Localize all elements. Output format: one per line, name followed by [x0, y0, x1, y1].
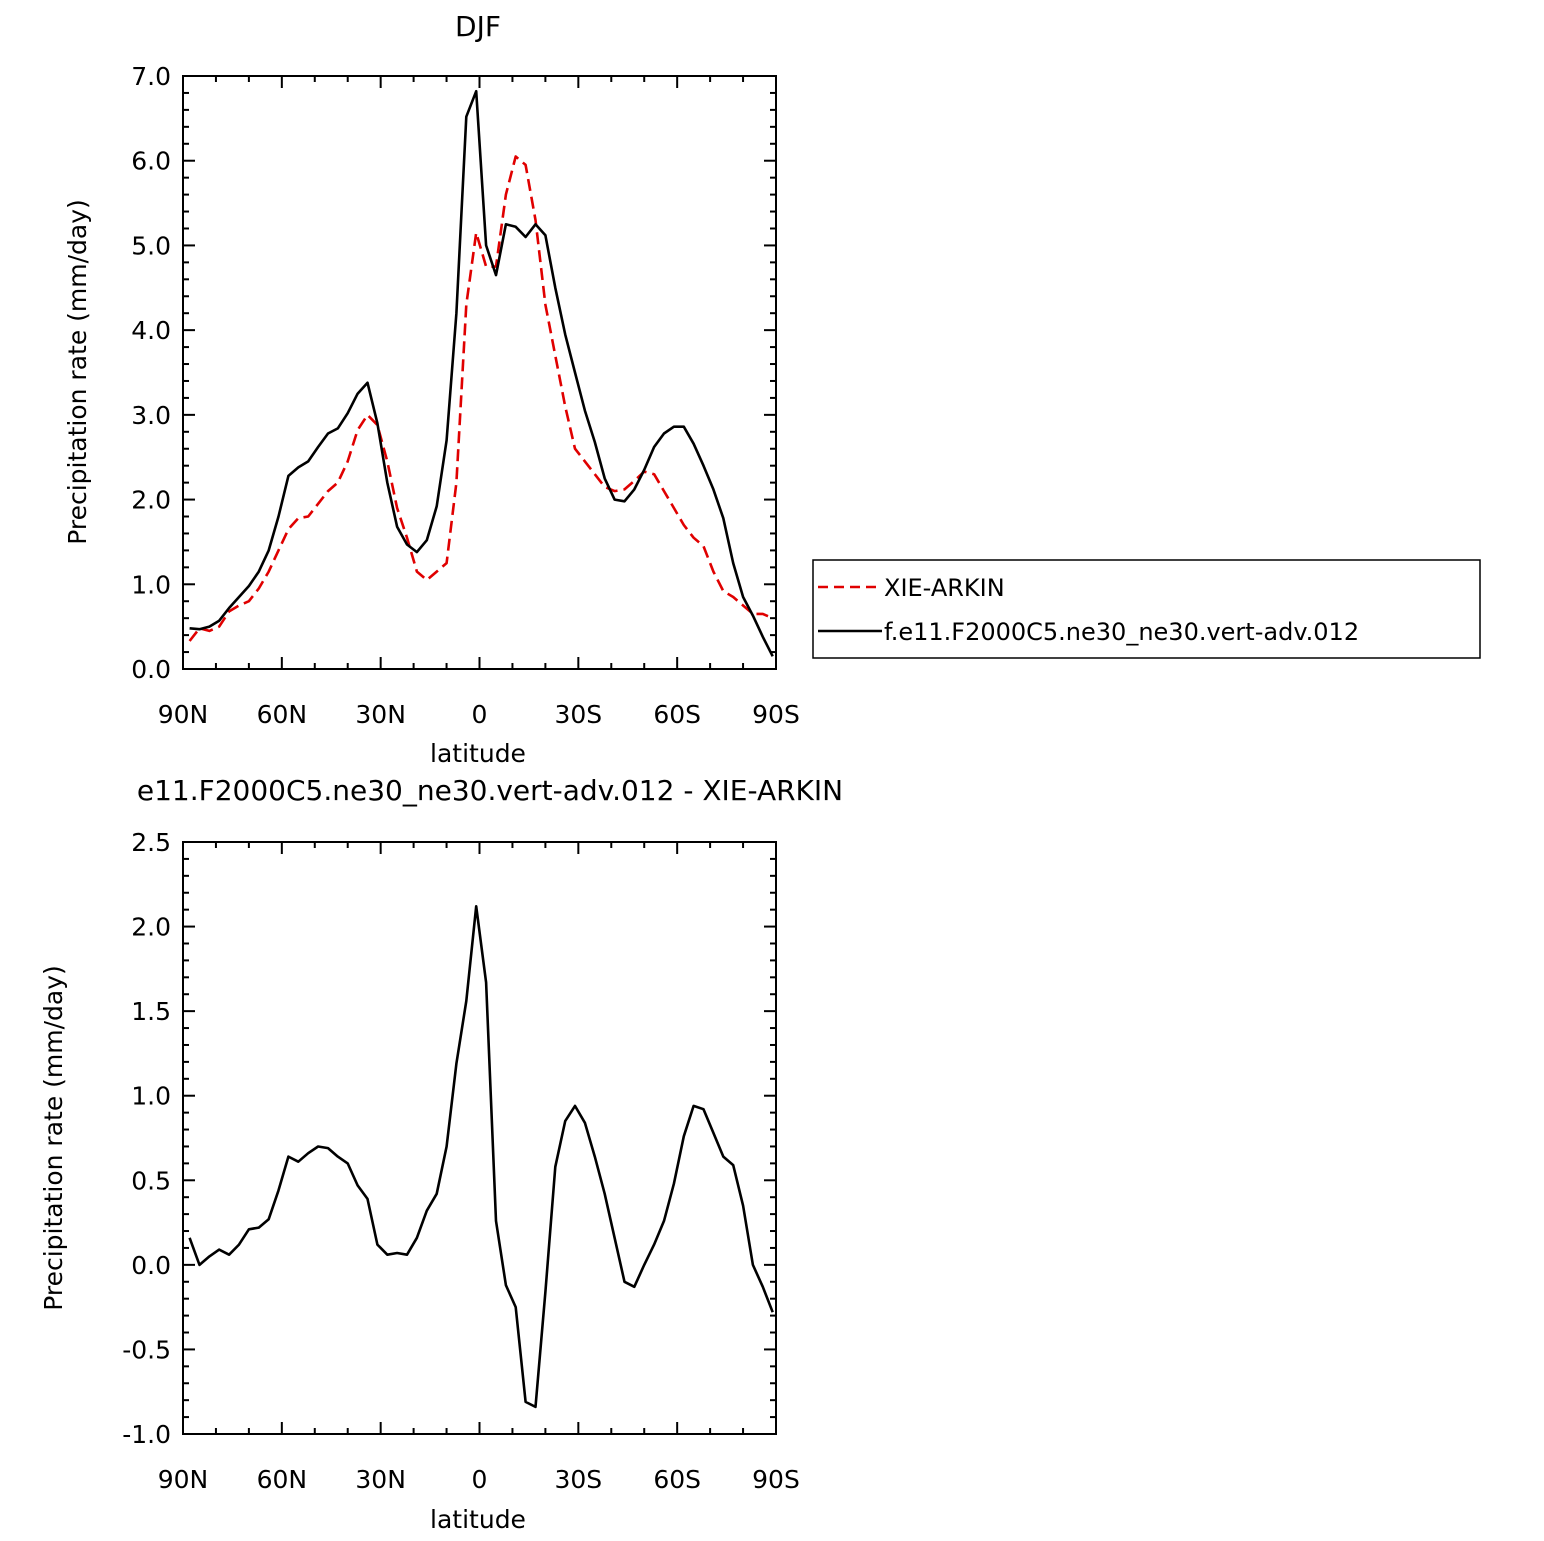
top-chart-y-tick-label: 5.0 [131, 231, 171, 260]
top-chart-series-line-xie-arkin [188, 155, 774, 642]
top-chart-y-tick-label: 3.0 [131, 401, 171, 430]
bottom-chart-x-tick-label: 0 [472, 1465, 488, 1494]
bottom-chart-y-tick-label: 0.0 [131, 1251, 171, 1280]
bottom-chart-y-tick-label: 2.5 [131, 828, 171, 857]
top-chart-y-tick-label: 7.0 [131, 62, 171, 91]
bottom-chart-x-tick-label: 60S [653, 1465, 701, 1494]
top-chart-series-line-f-e11-f2000c5-ne30-ne30-vert-adv-012 [189, 89, 774, 657]
top-chart-y-tick-label: 1.0 [131, 570, 171, 599]
top-chart-x-tick-label: 30N [355, 700, 406, 729]
top-chart-y-tick-label: 2.0 [131, 486, 171, 515]
top-chart-x-tick-label: 0 [472, 700, 488, 729]
bottom-chart-y-tick-label: 2.0 [131, 913, 171, 942]
bottom-chart-y-tick-label: -0.5 [122, 1335, 171, 1364]
top-chart-plot-area: 90N 60N 30N 0 30S 60S 90S 0.0 1.0 2.0 3.0 4.0 5.0 6.0… [131, 62, 800, 729]
bottom-chart-x-tick-label: 90N [158, 1465, 209, 1494]
legend-label-xie-arkin: XIE-ARKIN [884, 574, 1005, 602]
bottom-chart-x-axis-title: latitude [430, 1505, 526, 1534]
bottom-chart-x-tick-label: 60N [257, 1465, 308, 1494]
bottom-chart-y-tick-label: 1.5 [131, 997, 171, 1026]
top-chart-x-tick-label: 90S [752, 700, 800, 729]
top-chart-x-tick-label: 90N [158, 700, 209, 729]
bottom-chart-series-line-1 [188, 904, 774, 1409]
legend: XIE-ARKIN f.e11.F2000C5.ne30_ne30.vert-a… [812, 559, 1481, 659]
bottom-chart-panel: e11.F2000C5.ne30_ne30.vert-adv.012 - XIE… [39, 774, 843, 1534]
top-chart-x-tick-label: 60N [257, 700, 308, 729]
top-chart-x-tick-label: 60S [653, 700, 701, 729]
bottom-chart-y-tick-label: -1.0 [122, 1420, 171, 1449]
bottom-chart-x-tick-label: 30S [554, 1465, 602, 1494]
top-chart-x-axis-title: latitude [430, 739, 526, 768]
bottom-chart-x-tick-label: 30N [355, 1465, 406, 1494]
bottom-chart-x-tick-label: 90S [752, 1465, 800, 1494]
legend-box [812, 559, 1481, 659]
top-chart-y-axis-title: Precipitation rate (mm/day) [63, 199, 92, 545]
top-chart-y-tick-label: 4.0 [131, 316, 171, 345]
bottom-chart-y-tick-label: 1.0 [131, 1082, 171, 1111]
bottom-chart-y-axis-title: Precipitation rate (mm/day) [39, 965, 68, 1311]
bottom-chart-y-tick-label: 0.5 [131, 1166, 171, 1195]
top-chart-y-tick-label: 0.0 [131, 655, 171, 684]
bottom-chart-title: e11.F2000C5.ne30_ne30.vert-adv.012 - XIE… [137, 774, 843, 807]
top-chart-panel: DJF 90N 60N 30N 0 30S 60S 90S 0.0 1.0 2.0 3.0 4.0 5.… [63, 10, 800, 768]
top-chart-title: DJF [455, 10, 501, 43]
top-chart-x-tick-label: 30S [554, 700, 602, 729]
legend-label-model: f.e11.F2000C5.ne30_ne30.vert-adv.012 [884, 618, 1359, 646]
top-chart-y-tick-label: 6.0 [131, 147, 171, 176]
top-chart-frame [182, 75, 777, 670]
bottom-chart-plot-area: 90N 60N 30N 0 30S 60S 90S -1.0 -0.5 0.0 0.5 1.0 1.5 2… [122, 828, 800, 1494]
